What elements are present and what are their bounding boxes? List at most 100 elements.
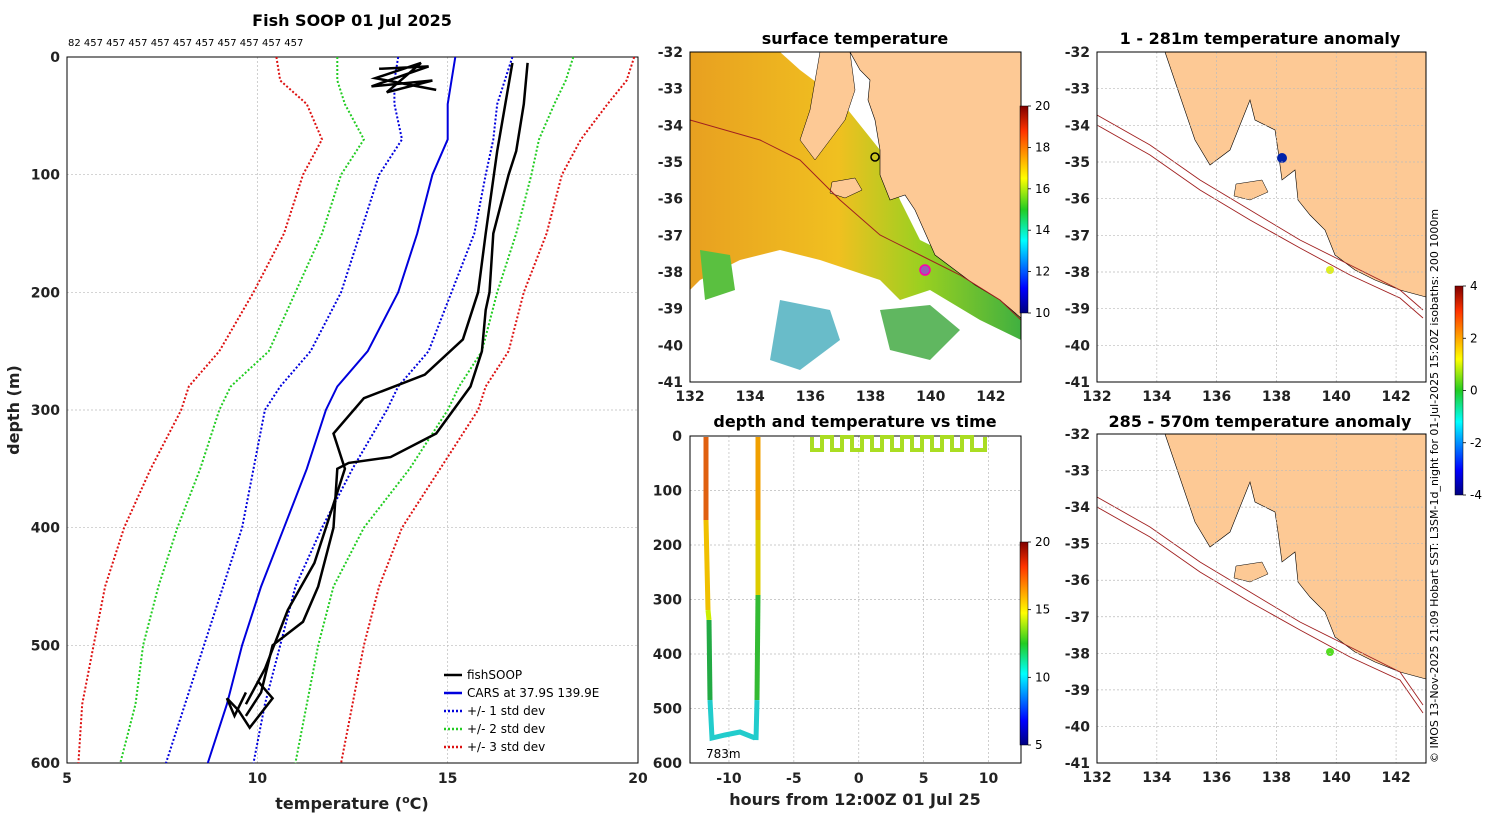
depth-time-ytick-label: 500 xyxy=(653,702,682,718)
profile-ytick-label: 200 xyxy=(31,285,60,301)
sst-field-offshore-cool xyxy=(770,300,840,370)
depth-time-annotation: 783m xyxy=(706,747,741,761)
sst-field-inshore xyxy=(690,52,1021,340)
colorbar-tick-label: 16 xyxy=(1035,182,1050,196)
depth-time-xtick-label: 5 xyxy=(919,771,929,787)
colorbar-tick-label: 5 xyxy=(1035,738,1043,752)
profile-legend: fishSOOP CARS at 37.9S 139.9E +/- 1 std … xyxy=(444,668,599,754)
map-ytick-label: -33 xyxy=(658,82,683,98)
legend-label-2sd: +/- 2 std dev xyxy=(467,722,545,736)
legend-label-cars: CARS at 37.9S 139.9E xyxy=(467,686,599,700)
map-ytick-label: -37 xyxy=(658,228,683,244)
series-cars-minus-3sd xyxy=(77,56,324,764)
map-xtick-label: 140 xyxy=(1322,770,1351,786)
profile-xtick-label: 5 xyxy=(62,771,72,787)
map-ytick-label: -32 xyxy=(1065,427,1090,443)
sst-field-patch xyxy=(700,250,735,300)
map-ytick-label: -41 xyxy=(1065,375,1090,391)
anomaly-lower-marker-green xyxy=(1326,648,1334,656)
series-fishsoop-bottom xyxy=(225,679,275,730)
anomaly-lower-isobath-1000 xyxy=(1096,506,1424,714)
depth-time-ytick-label: 300 xyxy=(653,593,682,609)
map-ytick-label: -37 xyxy=(1065,228,1090,244)
map-ytick-label: -33 xyxy=(1065,82,1090,98)
map-ytick-label: -32 xyxy=(1065,45,1090,61)
depth-time-xtick-label: -10 xyxy=(716,771,742,787)
series-cars xyxy=(206,56,457,764)
map-xtick-label: 136 xyxy=(1202,389,1231,405)
profile-ytick-label: 300 xyxy=(31,403,60,419)
profile-ytick-label: 400 xyxy=(31,521,60,537)
map-ytick-label: -32 xyxy=(658,45,683,61)
sst-map-ship-marker xyxy=(919,264,931,276)
anomaly-upper-title: 1 - 281m temperature anomaly xyxy=(1120,29,1401,48)
map-ytick-label: -38 xyxy=(658,265,683,281)
map-ytick-label: -39 xyxy=(658,302,683,318)
footer-credit: © IMOS 13-Nov-2025 21:09 Hobart SST: L3S… xyxy=(1428,209,1441,763)
sst-map-title: surface temperature xyxy=(762,29,949,48)
sst-map-station-marker xyxy=(870,152,880,162)
map-ytick-label: -36 xyxy=(1065,573,1090,589)
map-xtick-label: 142 xyxy=(1381,770,1410,786)
profile-panel: Fish SOOP 01 Jul 2025 82 457 457 457 457… xyxy=(4,11,648,813)
profile-xtick-label: 15 xyxy=(438,771,457,787)
map-ytick-label: -36 xyxy=(1065,192,1090,208)
map-ytick-label: -40 xyxy=(1065,338,1091,354)
anomaly-upper-marker-yellow xyxy=(1326,266,1334,274)
colorbar-tick-label: 18 xyxy=(1035,140,1050,154)
map-xtick-label: 132 xyxy=(675,389,704,405)
map-ytick-label: -36 xyxy=(658,192,683,208)
anomaly-map-upper-panel: 1 - 281m temperature anomaly 132 134 136 13… xyxy=(1065,29,1427,405)
colorbar-tick-label: 12 xyxy=(1035,265,1050,279)
map-xtick-label: 138 xyxy=(856,389,885,405)
anomaly-upper-marker-blue xyxy=(1277,153,1287,163)
legend-label-3sd: +/- 3 std dev xyxy=(467,740,545,754)
colorbar-tick-label: 15 xyxy=(1035,603,1050,617)
colorbar-tick-label: 0 xyxy=(1470,384,1478,398)
map-xtick-label: 136 xyxy=(1202,770,1231,786)
profile-xlabel: temperature (oC) xyxy=(275,793,428,813)
anomaly-lower-title: 285 - 570m temperature anomaly xyxy=(1109,412,1412,431)
map-xtick-label: 140 xyxy=(916,389,945,405)
profile-xtick-label: 10 xyxy=(248,771,268,787)
anomaly-upper-isobath-1000 xyxy=(1096,124,1424,319)
anomaly-upper-frame xyxy=(1096,51,1427,383)
map-xtick-label: 132 xyxy=(1082,389,1111,405)
colorbar-tick-label: -2 xyxy=(1470,436,1482,450)
series-cars-minus-2sd xyxy=(119,57,366,764)
profile-ylabel: depth (m) xyxy=(4,365,23,455)
sst-field-offshore-green xyxy=(880,305,960,360)
series-cars-plus-3sd xyxy=(340,56,636,764)
sst-map-peninsula xyxy=(799,51,856,161)
legend-label-fishsoop: fishSOOP xyxy=(467,668,522,682)
map-xtick-label: 138 xyxy=(1262,389,1291,405)
map-ytick-label: -38 xyxy=(1065,265,1090,281)
series-fishsoop-down xyxy=(244,62,529,717)
depth-time-panel: depth and temperature vs time 783m -10 -5… xyxy=(653,412,1051,809)
anomaly-lower-isobath-200 xyxy=(1096,496,1424,706)
map-ytick-label: -35 xyxy=(658,155,683,171)
profile-ytick-label: 500 xyxy=(31,638,60,654)
profile-ytick-label: 100 xyxy=(31,168,60,184)
profile-ytick-label: 600 xyxy=(31,756,60,772)
map-xtick-label: 134 xyxy=(736,389,765,405)
map-xtick-label: 134 xyxy=(1142,770,1171,786)
colorbar-tick-label: -4 xyxy=(1470,488,1482,502)
anomaly-upper-island xyxy=(1233,179,1269,201)
depth-time-title: depth and temperature vs time xyxy=(713,412,996,431)
map-ytick-label: -35 xyxy=(1065,537,1090,553)
depth-time-ytick-label: 0 xyxy=(672,429,682,445)
map-xtick-label: 136 xyxy=(796,389,825,405)
profile-xtick-label: 20 xyxy=(628,771,648,787)
depth-time-ytick-label: 600 xyxy=(653,756,682,772)
map-ytick-label: -40 xyxy=(1065,719,1091,735)
colorbar-tick-label: 20 xyxy=(1035,99,1050,113)
colorbar-tick-label: 20 xyxy=(1035,535,1050,549)
map-xtick-label: 140 xyxy=(1322,389,1351,405)
map-xtick-label: 142 xyxy=(976,389,1005,405)
map-xtick-label: 132 xyxy=(1082,770,1111,786)
profile-ytick-label: 0 xyxy=(50,50,60,66)
anomaly-lower-island xyxy=(1233,561,1269,583)
depth-time-xtick-label: 0 xyxy=(854,771,864,787)
